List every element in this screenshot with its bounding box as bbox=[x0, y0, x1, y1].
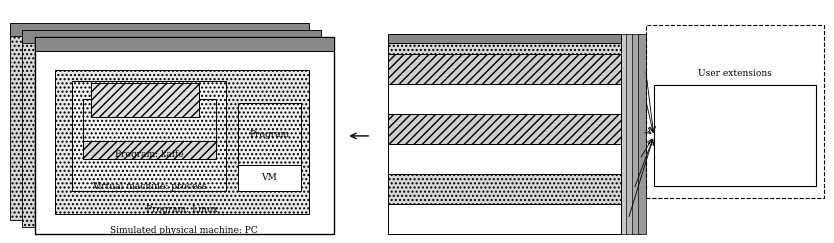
Bar bbox=[654, 86, 816, 186]
Text: Program:
hello world: Program: hello world bbox=[119, 90, 171, 110]
Bar bbox=[638, 34, 646, 234]
Bar bbox=[388, 144, 620, 174]
Bar bbox=[10, 23, 309, 220]
Text: Program: Program bbox=[249, 130, 289, 139]
Text: VM: VM bbox=[262, 174, 278, 182]
Bar bbox=[83, 99, 216, 141]
Text: User extensions: User extensions bbox=[698, 69, 772, 78]
Bar bbox=[10, 23, 309, 36]
Bar bbox=[72, 81, 226, 191]
Text: Physical machine context:PC: Physical machine context:PC bbox=[393, 215, 526, 224]
Bar bbox=[388, 34, 620, 43]
Bar bbox=[388, 204, 620, 234]
Bar bbox=[620, 34, 628, 234]
Bar bbox=[35, 37, 334, 234]
Bar bbox=[388, 54, 620, 84]
Text: Symbolic context: kaffe: Symbolic context: kaffe bbox=[393, 125, 500, 134]
Bar bbox=[239, 104, 300, 165]
Bar bbox=[388, 114, 620, 144]
Text: Symbolic context: hello world: Symbolic context: hello world bbox=[393, 65, 530, 74]
Bar bbox=[646, 26, 824, 198]
Bar bbox=[388, 84, 620, 114]
Text: Virtual machine: JVM: Virtual machine: JVM bbox=[100, 132, 198, 141]
Text: Virtual machine: process: Virtual machine: process bbox=[92, 182, 206, 191]
Text: Debugger shepherd: Debugger shepherd bbox=[689, 131, 781, 140]
Text: Program: Linux: Program: Linux bbox=[146, 205, 218, 214]
Bar bbox=[55, 70, 309, 214]
Text: Simulated physical machine: PC: Simulated physical machine: PC bbox=[110, 226, 259, 234]
Text: Virtual machine context: JVM: Virtual machine context: JVM bbox=[393, 95, 529, 104]
Bar bbox=[626, 34, 634, 234]
Text: Symbolic context: Linux: Symbolic context: Linux bbox=[393, 185, 504, 194]
Bar bbox=[388, 43, 620, 54]
Bar bbox=[632, 34, 640, 234]
Bar bbox=[91, 83, 199, 117]
Text: Program: kaffe: Program: kaffe bbox=[115, 150, 183, 159]
Bar bbox=[239, 165, 300, 191]
Bar bbox=[23, 30, 321, 227]
Bar bbox=[35, 37, 334, 51]
Bar bbox=[83, 99, 216, 159]
Text: Virtual machine context: process: Virtual machine context: process bbox=[393, 155, 545, 164]
Bar bbox=[388, 174, 620, 204]
Bar bbox=[23, 30, 321, 43]
